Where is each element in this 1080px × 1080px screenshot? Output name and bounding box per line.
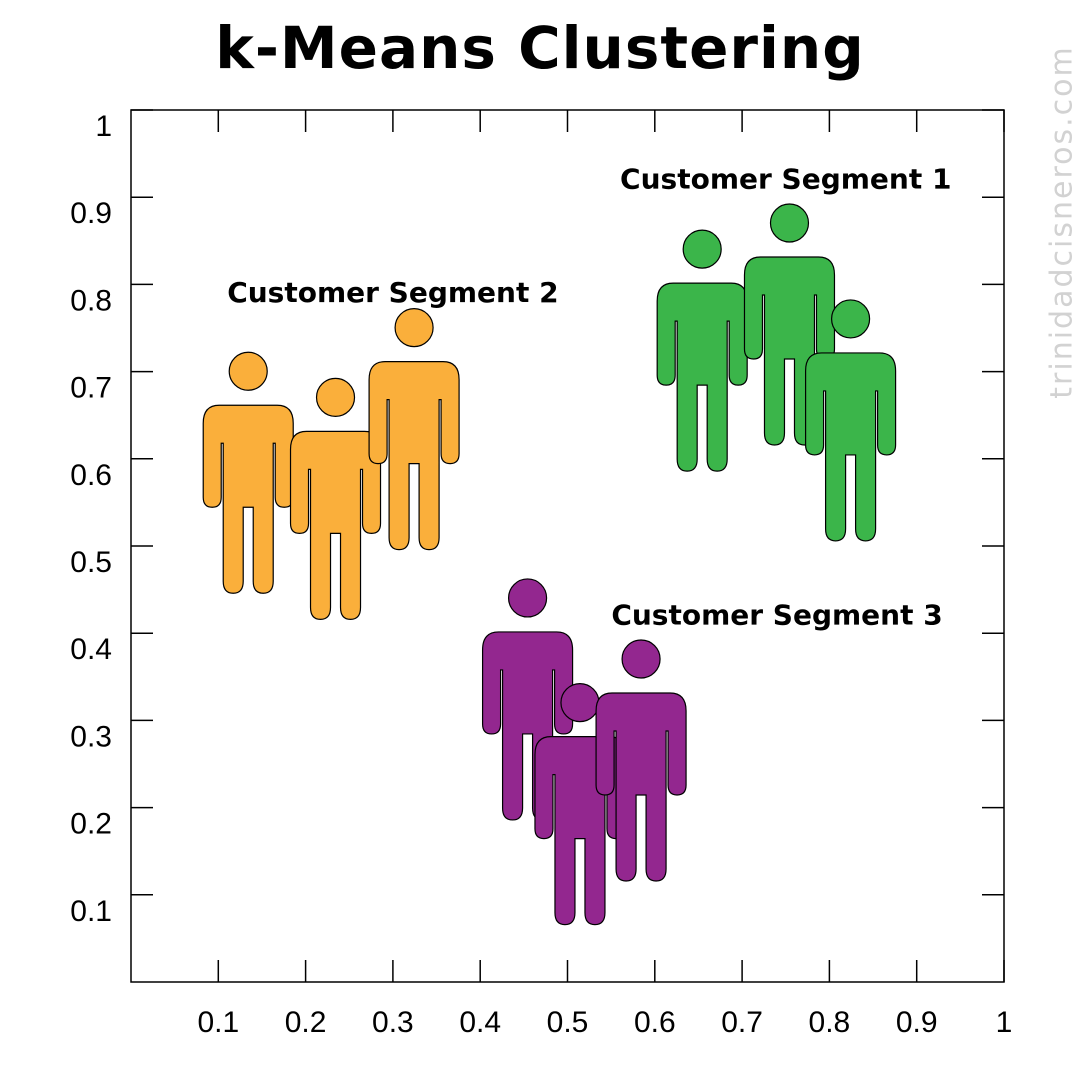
person-body (202, 404, 294, 594)
segment-label: Customer Segment 1 (620, 162, 951, 195)
x-tick-label: 0.1 (197, 1006, 239, 1039)
person-body (368, 361, 460, 551)
person-body (656, 282, 748, 472)
person-body (595, 692, 687, 882)
person-icon (289, 377, 382, 620)
x-tick-label: 0.9 (896, 1006, 938, 1039)
x-tick-label: 0.5 (547, 1006, 589, 1039)
x-tick-label: 0.3 (372, 1006, 414, 1039)
y-tick-label: 0.4 (70, 633, 112, 666)
person-head (394, 308, 434, 348)
person-head (621, 639, 661, 679)
person-icon (656, 229, 748, 472)
series-group (481, 578, 687, 926)
x-tick-label: 0.2 (285, 1006, 327, 1039)
y-tick-label: 0.1 (70, 895, 112, 928)
x-tick-label: 1 (996, 1006, 1013, 1039)
x-tick-label: 0.6 (634, 1006, 676, 1039)
person-body (804, 352, 897, 542)
x-tick-label: 0.8 (809, 1006, 851, 1039)
person-head (315, 377, 356, 417)
person-head (682, 229, 722, 269)
y-tick-label: 0.7 (70, 372, 112, 405)
person-icon (595, 639, 687, 882)
y-tick-label: 0.6 (70, 459, 112, 492)
person-head (228, 351, 268, 391)
y-tick-label: 0.3 (70, 720, 112, 753)
chart-title: k-Means Clustering (215, 14, 865, 82)
y-tick-label: 0.9 (70, 197, 112, 230)
y-tick-label: 0.5 (70, 546, 112, 579)
person-body (289, 430, 382, 620)
segment-label: Customer Segment 3 (611, 598, 942, 631)
x-tick-label: 0.7 (721, 1006, 763, 1039)
y-tick-label: 0.8 (70, 284, 112, 317)
person-head (560, 682, 600, 723)
x-tick-label: 0.4 (459, 1006, 501, 1039)
series-group (656, 203, 897, 542)
watermark: trinidadcisneros.com (1044, 45, 1080, 399)
y-tick-label: 1 (95, 110, 112, 143)
person-icon (804, 299, 897, 542)
person-icon (368, 308, 460, 551)
person-head (830, 299, 871, 339)
person-head (507, 578, 548, 618)
segment-label: Customer Segment 2 (227, 276, 558, 309)
person-head (769, 203, 810, 243)
series-group (202, 308, 460, 620)
y-tick-label: 0.2 (70, 808, 112, 841)
person-icon (202, 351, 294, 594)
